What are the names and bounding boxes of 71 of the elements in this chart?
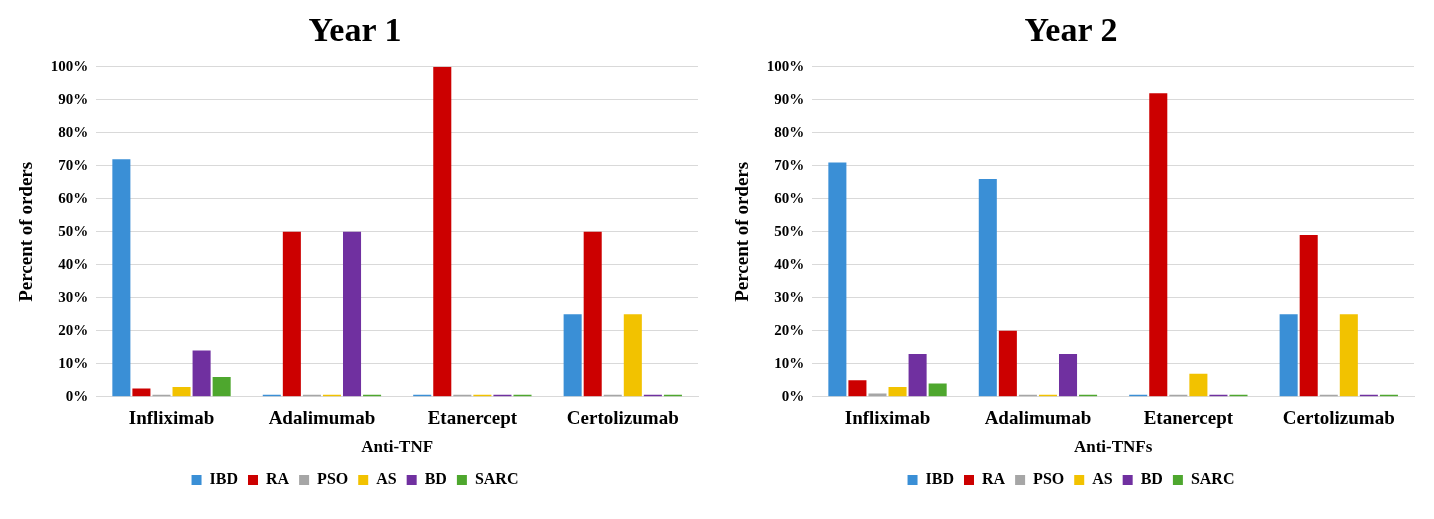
legend-label: IBD (209, 470, 238, 488)
y-tick-label: 40% (774, 255, 805, 272)
bar (928, 383, 947, 397)
bar (172, 386, 191, 397)
bar (978, 179, 997, 397)
chart-title: Year 2 (1024, 11, 1118, 49)
bar (1059, 353, 1078, 397)
bar (433, 66, 452, 397)
y-tick-label: 20% (58, 321, 89, 338)
bar (192, 350, 211, 397)
y-tick-label: 80% (774, 123, 805, 140)
y-tick-label: 0% (781, 387, 805, 404)
y-tick-label: 40% (58, 255, 89, 272)
legend-label: AS (376, 470, 397, 488)
y-tick-label: 100% (766, 57, 805, 74)
y-tick-label: 70% (774, 156, 805, 173)
x-tick-label: Adalimumab (984, 407, 1092, 429)
y-tick-label: 70% (58, 156, 89, 173)
bar (563, 314, 582, 397)
y-tick-label: 50% (774, 222, 805, 239)
x-tick-label: Certolizumab (566, 407, 679, 429)
x-tick-label: Etanercept (427, 407, 518, 429)
bar (1279, 314, 1298, 397)
bar (112, 159, 131, 397)
y-tick-label: 60% (774, 189, 805, 206)
legend-label: IBD (925, 470, 954, 488)
y-tick-label: 10% (774, 354, 805, 371)
y-tick-label: 10% (58, 354, 89, 371)
y-tick-label: 50% (58, 222, 89, 239)
y-tick-label: 20% (774, 321, 805, 338)
x-tick-label: Adalimumab (268, 407, 376, 429)
chart-title: Year 1 (308, 11, 402, 49)
legend-label: SARC (474, 470, 519, 488)
legend-label: PSO (1033, 470, 1065, 488)
x-tick-label: Certolizumab (1282, 407, 1395, 429)
bar (343, 231, 362, 397)
bar (623, 314, 642, 397)
y-tick-label: 100% (50, 57, 89, 74)
y-tick-label: 80% (58, 123, 89, 140)
bar (1339, 314, 1358, 397)
legend-label: RA (981, 470, 1006, 488)
bar (1189, 373, 1208, 397)
legend-label: AS (1092, 470, 1113, 488)
x-axis-title: Anti-TNF (361, 437, 434, 457)
y-tick-label: 0% (65, 387, 89, 404)
x-axis-title: Anti-TNFs (1073, 437, 1153, 457)
x-tick-label: Etanercept (1143, 407, 1234, 429)
y-tick-label: 60% (58, 189, 89, 206)
bar (888, 386, 907, 397)
legend-label: BD (424, 470, 447, 488)
bar (1299, 235, 1318, 397)
x-tick-label: Infliximab (844, 407, 931, 429)
bar (998, 330, 1017, 397)
y-axis-title: Percent of orders (15, 161, 37, 302)
bar (132, 388, 151, 397)
bar (908, 353, 927, 397)
y-tick-label: 90% (774, 90, 805, 107)
y-axis-title: Percent of orders (731, 161, 753, 302)
bar (583, 231, 602, 397)
legend-label: BD (1140, 470, 1163, 488)
y-tick-label: 30% (774, 288, 805, 305)
legend-label: SARC (1190, 470, 1235, 488)
y-tick-label: 90% (58, 90, 89, 107)
x-tick-label: Infliximab (128, 407, 215, 429)
bar (282, 231, 301, 397)
bar (1149, 93, 1168, 397)
bar (828, 162, 847, 397)
y-tick-label: 30% (58, 288, 89, 305)
legend-label: PSO (317, 470, 349, 488)
bar (848, 380, 867, 397)
legend-label: RA (265, 470, 290, 488)
